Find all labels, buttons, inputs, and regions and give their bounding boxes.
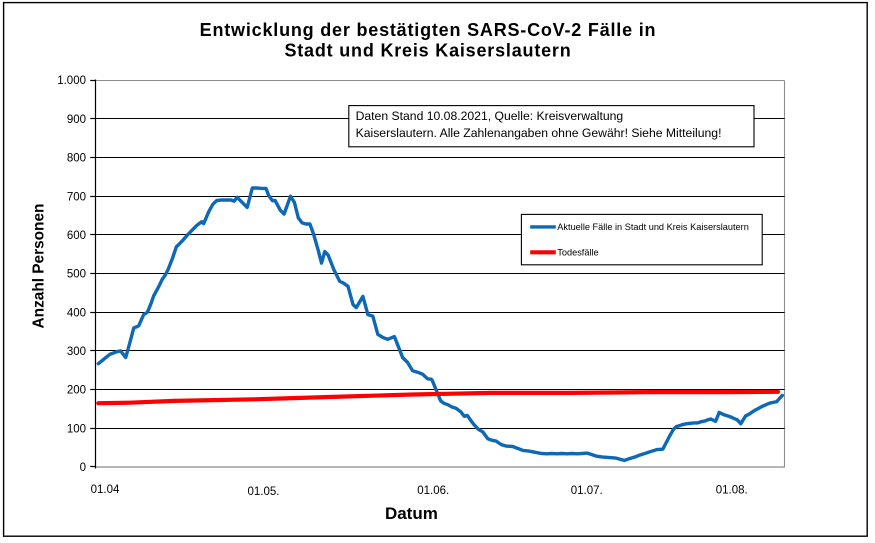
svg-text:Aktuelle Fälle in Stadt und Kr: Aktuelle Fälle in Stadt und Kreis Kaiser… bbox=[557, 222, 749, 232]
svg-text:600: 600 bbox=[67, 230, 86, 242]
svg-text:0: 0 bbox=[80, 462, 86, 474]
svg-text:900: 900 bbox=[67, 114, 86, 126]
svg-text:Kaiserslautern. Alle Zahlenang: Kaiserslautern. Alle Zahlenangaben ohne … bbox=[356, 126, 722, 140]
svg-text:800: 800 bbox=[67, 153, 86, 165]
svg-text:300: 300 bbox=[67, 346, 86, 358]
svg-text:1.000: 1.000 bbox=[57, 75, 86, 87]
svg-text:Anzahl Personen: Anzahl Personen bbox=[31, 204, 48, 329]
svg-text:01.05.: 01.05. bbox=[248, 486, 280, 498]
svg-text:700: 700 bbox=[67, 191, 86, 203]
svg-text:100: 100 bbox=[67, 423, 86, 435]
svg-text:200: 200 bbox=[67, 385, 86, 397]
svg-text:400: 400 bbox=[67, 307, 86, 319]
svg-text:01.06.: 01.06. bbox=[417, 485, 449, 497]
svg-text:01.08.: 01.08. bbox=[716, 485, 748, 497]
svg-text:01.07.: 01.07. bbox=[571, 485, 603, 497]
svg-text:Entwicklung der bestätigten SA: Entwicklung der bestätigten SARS-CoV-2 F… bbox=[200, 20, 657, 40]
svg-text:Daten Stand 10.08.2021, Quelle: Daten Stand 10.08.2021, Quelle: Kreisver… bbox=[356, 109, 624, 123]
svg-text:Todesfälle: Todesfälle bbox=[557, 248, 598, 258]
svg-text:Stadt und Kreis Kaiserslautern: Stadt und Kreis Kaiserslautern bbox=[284, 41, 571, 61]
svg-text:500: 500 bbox=[67, 269, 86, 281]
svg-text:01.04: 01.04 bbox=[91, 484, 120, 496]
svg-text:Datum: Datum bbox=[385, 504, 438, 523]
